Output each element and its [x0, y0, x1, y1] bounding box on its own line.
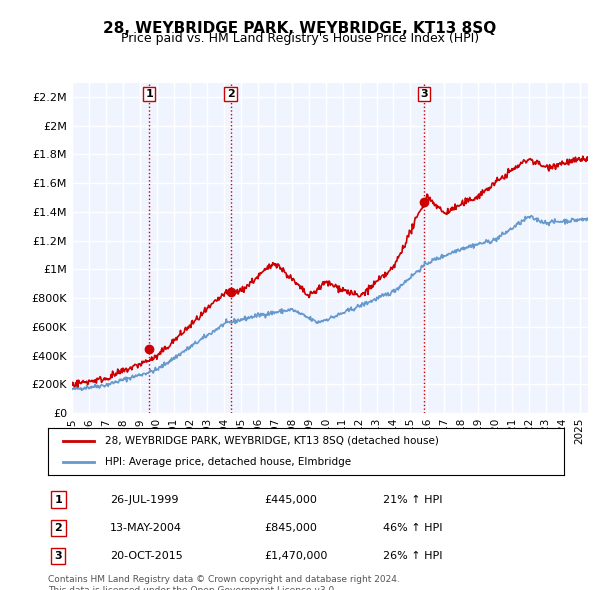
Text: 2: 2: [227, 89, 235, 99]
Text: Price paid vs. HM Land Registry's House Price Index (HPI): Price paid vs. HM Land Registry's House …: [121, 32, 479, 45]
Text: 1: 1: [55, 494, 62, 504]
Text: £445,000: £445,000: [265, 494, 317, 504]
Text: 26% ↑ HPI: 26% ↑ HPI: [383, 551, 443, 561]
Text: 3: 3: [420, 89, 428, 99]
Text: 2: 2: [55, 523, 62, 533]
Text: £845,000: £845,000: [265, 523, 317, 533]
Text: 13-MAY-2004: 13-MAY-2004: [110, 523, 182, 533]
Text: HPI: Average price, detached house, Elmbridge: HPI: Average price, detached house, Elmb…: [105, 457, 351, 467]
Text: 1: 1: [145, 89, 153, 99]
Text: 26-JUL-1999: 26-JUL-1999: [110, 494, 178, 504]
Text: 21% ↑ HPI: 21% ↑ HPI: [383, 494, 443, 504]
Text: 20-OCT-2015: 20-OCT-2015: [110, 551, 182, 561]
Text: 46% ↑ HPI: 46% ↑ HPI: [383, 523, 443, 533]
Text: £1,470,000: £1,470,000: [265, 551, 328, 561]
Text: 28, WEYBRIDGE PARK, WEYBRIDGE, KT13 8SQ: 28, WEYBRIDGE PARK, WEYBRIDGE, KT13 8SQ: [103, 21, 497, 35]
Text: 3: 3: [55, 551, 62, 561]
Text: 28, WEYBRIDGE PARK, WEYBRIDGE, KT13 8SQ (detached house): 28, WEYBRIDGE PARK, WEYBRIDGE, KT13 8SQ …: [105, 436, 439, 446]
Text: Contains HM Land Registry data © Crown copyright and database right 2024.
This d: Contains HM Land Registry data © Crown c…: [48, 575, 400, 590]
